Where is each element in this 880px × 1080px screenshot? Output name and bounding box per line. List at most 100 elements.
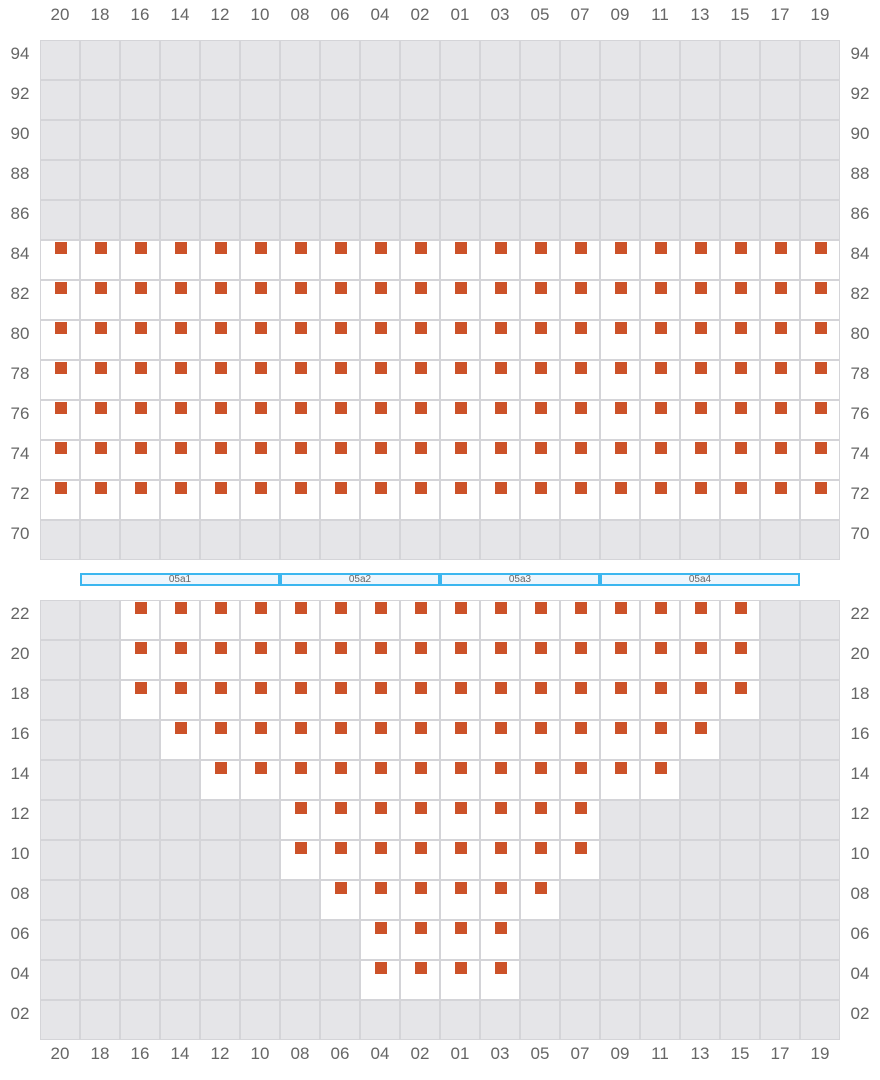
seat-available[interactable]: [415, 442, 427, 454]
seat-available[interactable]: [455, 722, 467, 734]
seat-available[interactable]: [255, 322, 267, 334]
seat-available[interactable]: [535, 602, 547, 614]
seat-available[interactable]: [255, 762, 267, 774]
seat-available[interactable]: [215, 722, 227, 734]
seat-available[interactable]: [375, 642, 387, 654]
seat-available[interactable]: [255, 362, 267, 374]
seat-available[interactable]: [655, 362, 667, 374]
seat-available[interactable]: [295, 242, 307, 254]
seat-available[interactable]: [535, 402, 547, 414]
seat-available[interactable]: [415, 602, 427, 614]
seat-available[interactable]: [55, 482, 67, 494]
seat-available[interactable]: [775, 322, 787, 334]
seat-available[interactable]: [615, 242, 627, 254]
seat-available[interactable]: [575, 682, 587, 694]
seat-available[interactable]: [695, 442, 707, 454]
seat-available[interactable]: [335, 442, 347, 454]
seat-available[interactable]: [815, 482, 827, 494]
seat-available[interactable]: [775, 402, 787, 414]
seat-available[interactable]: [295, 442, 307, 454]
seat-available[interactable]: [575, 242, 587, 254]
seat-available[interactable]: [55, 322, 67, 334]
seat-available[interactable]: [135, 322, 147, 334]
seat-available[interactable]: [135, 242, 147, 254]
seat-available[interactable]: [135, 282, 147, 294]
seat-available[interactable]: [375, 602, 387, 614]
seat-available[interactable]: [495, 682, 507, 694]
section-05a3[interactable]: 05a3: [440, 573, 600, 586]
seat-available[interactable]: [455, 762, 467, 774]
seat-available[interactable]: [575, 842, 587, 854]
seat-available[interactable]: [375, 242, 387, 254]
seat-available[interactable]: [615, 642, 627, 654]
seat-available[interactable]: [815, 442, 827, 454]
seat-available[interactable]: [415, 642, 427, 654]
section-05a2[interactable]: 05a2: [280, 573, 440, 586]
seat-available[interactable]: [535, 242, 547, 254]
seat-available[interactable]: [775, 482, 787, 494]
seat-available[interactable]: [295, 282, 307, 294]
seat-available[interactable]: [655, 762, 667, 774]
seat-available[interactable]: [495, 962, 507, 974]
seat-available[interactable]: [215, 482, 227, 494]
seat-available[interactable]: [735, 642, 747, 654]
seat-available[interactable]: [135, 482, 147, 494]
seat-available[interactable]: [295, 322, 307, 334]
seat-available[interactable]: [335, 682, 347, 694]
seat-available[interactable]: [375, 962, 387, 974]
seat-available[interactable]: [255, 402, 267, 414]
seat-available[interactable]: [135, 602, 147, 614]
seat-available[interactable]: [95, 322, 107, 334]
seat-available[interactable]: [215, 362, 227, 374]
seat-available[interactable]: [455, 602, 467, 614]
seat-available[interactable]: [375, 802, 387, 814]
seat-available[interactable]: [495, 642, 507, 654]
seat-available[interactable]: [695, 682, 707, 694]
seat-available[interactable]: [455, 282, 467, 294]
seat-available[interactable]: [495, 322, 507, 334]
seat-available[interactable]: [495, 482, 507, 494]
seat-available[interactable]: [135, 442, 147, 454]
seat-available[interactable]: [455, 442, 467, 454]
seat-available[interactable]: [415, 282, 427, 294]
seat-available[interactable]: [415, 802, 427, 814]
seat-available[interactable]: [55, 362, 67, 374]
seat-available[interactable]: [495, 882, 507, 894]
seat-available[interactable]: [615, 602, 627, 614]
seat-available[interactable]: [575, 442, 587, 454]
seat-available[interactable]: [535, 722, 547, 734]
seat-available[interactable]: [575, 722, 587, 734]
seat-available[interactable]: [535, 682, 547, 694]
seat-available[interactable]: [135, 402, 147, 414]
seat-available[interactable]: [415, 682, 427, 694]
seat-available[interactable]: [55, 282, 67, 294]
seat-available[interactable]: [455, 922, 467, 934]
seat-available[interactable]: [375, 322, 387, 334]
seat-available[interactable]: [455, 482, 467, 494]
seat-available[interactable]: [415, 722, 427, 734]
section-05a4[interactable]: 05a4: [600, 573, 800, 586]
seat-available[interactable]: [575, 642, 587, 654]
seat-available[interactable]: [295, 762, 307, 774]
seat-available[interactable]: [175, 682, 187, 694]
seat-available[interactable]: [695, 362, 707, 374]
seat-available[interactable]: [495, 922, 507, 934]
seat-available[interactable]: [415, 362, 427, 374]
seat-available[interactable]: [175, 482, 187, 494]
seat-available[interactable]: [375, 842, 387, 854]
seat-available[interactable]: [775, 442, 787, 454]
seat-available[interactable]: [495, 402, 507, 414]
seat-available[interactable]: [295, 642, 307, 654]
seat-available[interactable]: [295, 802, 307, 814]
seat-available[interactable]: [535, 282, 547, 294]
seat-available[interactable]: [415, 882, 427, 894]
seat-available[interactable]: [415, 482, 427, 494]
seat-available[interactable]: [535, 802, 547, 814]
seat-available[interactable]: [655, 642, 667, 654]
seat-available[interactable]: [735, 362, 747, 374]
seat-available[interactable]: [375, 362, 387, 374]
seat-available[interactable]: [415, 762, 427, 774]
seat-available[interactable]: [535, 362, 547, 374]
seat-available[interactable]: [455, 802, 467, 814]
seat-available[interactable]: [695, 402, 707, 414]
